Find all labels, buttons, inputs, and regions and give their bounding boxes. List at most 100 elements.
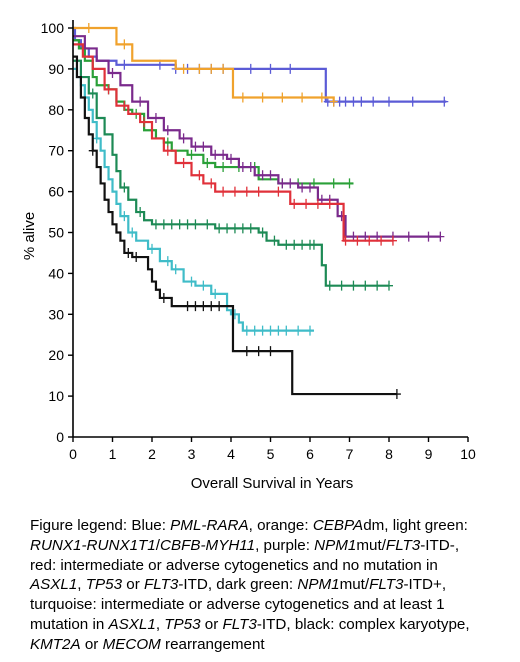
series-3-censor-16 bbox=[298, 182, 307, 193]
series-0-censor-18 bbox=[408, 96, 417, 107]
series-1-censor-9 bbox=[298, 92, 307, 103]
series-4-censor-14 bbox=[313, 198, 322, 209]
series-3-censor-11 bbox=[246, 162, 255, 173]
series-2-line bbox=[73, 39, 354, 185]
series-4-censor-13 bbox=[302, 198, 311, 209]
series-5-censor-27 bbox=[385, 280, 393, 291]
series-5-censor-6 bbox=[175, 219, 184, 230]
series-3-censor-15 bbox=[286, 178, 295, 189]
series-5-censor-9 bbox=[203, 219, 212, 230]
series-1 bbox=[73, 23, 338, 107]
series-7-censor-11 bbox=[266, 346, 275, 357]
series-6-censor-17 bbox=[306, 325, 314, 336]
series-3-censor-7 bbox=[211, 149, 220, 160]
series-0-censor-7 bbox=[246, 63, 255, 74]
series-4-censor-4 bbox=[179, 157, 188, 168]
x-tick-label-3: 3 bbox=[188, 446, 196, 462]
series-1-censor-10 bbox=[317, 92, 326, 103]
y-tick-label-10: 100 bbox=[41, 20, 65, 36]
series-5-censor-11 bbox=[223, 223, 232, 234]
series-3-censor-17 bbox=[306, 182, 314, 193]
y-axis-label: % alive bbox=[21, 212, 38, 260]
series-5-censor-1 bbox=[120, 182, 129, 193]
series-7-censor-6 bbox=[199, 301, 208, 312]
series-4-censor-18 bbox=[365, 235, 374, 246]
series-3-censor-14 bbox=[278, 178, 287, 189]
series-6-censor-16 bbox=[294, 325, 303, 336]
x-tick-label-4: 4 bbox=[227, 446, 235, 462]
series-6-censor-2 bbox=[128, 227, 137, 238]
series-1-censor-3 bbox=[195, 63, 204, 74]
series-4-censor-3 bbox=[163, 145, 172, 156]
legend-line-6: mutation in ASXL1, TP53 or FLT3-ITD, bla… bbox=[30, 615, 470, 633]
y-tick-label-8: 80 bbox=[48, 102, 64, 118]
series-7-censor-1 bbox=[124, 247, 133, 258]
y-tick-label-2: 20 bbox=[48, 347, 64, 363]
series-2-censor-11 bbox=[329, 178, 338, 189]
series-0-censor-13 bbox=[341, 96, 350, 107]
series-6-censor-13 bbox=[266, 325, 275, 336]
legend-line-4: ASXL1, TP53 or FLT3-ITD, dark green: NPM… bbox=[30, 576, 447, 594]
series-0-censor-19 bbox=[440, 96, 449, 107]
series-0-censor-9 bbox=[286, 63, 295, 74]
series-4-censor-17 bbox=[353, 235, 362, 246]
series-6-censor-8 bbox=[211, 288, 220, 299]
series-4-censor-15 bbox=[325, 198, 334, 209]
series-4-censor-10 bbox=[254, 186, 263, 197]
series-6-censor-4 bbox=[163, 256, 172, 267]
y-tick-label-5: 50 bbox=[48, 225, 64, 241]
series-3-censor-12 bbox=[258, 170, 267, 181]
series-7-censor-12 bbox=[392, 389, 401, 400]
y-tick-label-7: 70 bbox=[48, 143, 64, 159]
y-tick-label-6: 60 bbox=[48, 184, 64, 200]
series-3-censor-1 bbox=[136, 96, 145, 107]
series-4-censor-16 bbox=[341, 235, 350, 246]
legend-line-1: Figure legend: Blue: PML-RARA, orange: C… bbox=[30, 517, 468, 534]
series-5-censor-3 bbox=[151, 219, 160, 230]
series-7-censor-5 bbox=[191, 301, 200, 312]
series-4-censor-11 bbox=[274, 186, 283, 197]
series-3-censor-25 bbox=[404, 231, 413, 242]
series-5-censor-14 bbox=[246, 223, 255, 234]
series-3-censor-6 bbox=[199, 141, 208, 152]
series-4-censor-7 bbox=[219, 186, 228, 197]
series-4-censor-0 bbox=[104, 84, 113, 95]
series-3-censor-26 bbox=[424, 231, 433, 242]
y-tick-label-3: 30 bbox=[48, 306, 64, 322]
series-4-censor-2 bbox=[140, 117, 149, 128]
series-6-censor-3 bbox=[148, 243, 156, 254]
series-5-censor-13 bbox=[238, 223, 247, 234]
series-0-censor-17 bbox=[385, 96, 393, 107]
series-3-censor-8 bbox=[219, 149, 228, 160]
series-4-censor-20 bbox=[388, 235, 397, 246]
series-5-censor-5 bbox=[167, 219, 176, 230]
y-tick-label-9: 90 bbox=[48, 61, 64, 77]
series-1-censor-0 bbox=[84, 23, 93, 33]
series-6-censor-6 bbox=[187, 276, 196, 287]
series-0-censor-8 bbox=[266, 63, 275, 74]
series-5-censor-25 bbox=[361, 280, 370, 291]
series-4-censor-5 bbox=[195, 170, 204, 181]
series-4-censor-6 bbox=[207, 178, 216, 189]
series-1-censor-4 bbox=[207, 63, 216, 74]
series-0-censor-0 bbox=[120, 59, 129, 70]
series-5-censor-19 bbox=[298, 239, 307, 250]
series-6-censor-12 bbox=[258, 325, 267, 336]
series-5-censor-15 bbox=[258, 227, 267, 238]
series-7-censor-3 bbox=[159, 292, 168, 303]
series-5-censor-12 bbox=[230, 223, 239, 234]
series-2-censor-4 bbox=[203, 157, 212, 168]
series-1-censor-6 bbox=[238, 92, 247, 103]
series-5-censor-24 bbox=[349, 280, 358, 291]
series-2 bbox=[73, 39, 354, 189]
x-tick-label-1: 1 bbox=[109, 446, 117, 462]
series-0-censor-14 bbox=[349, 96, 358, 107]
series-5-censor-21 bbox=[309, 239, 318, 250]
series-4-censor-1 bbox=[120, 100, 129, 111]
x-tick-label-0: 0 bbox=[69, 446, 77, 462]
series-3-censor-4 bbox=[179, 133, 188, 144]
legend-line-2: RUNX1-RUNX1T1/CBFB-MYH11, purple: NPM1mu… bbox=[30, 536, 460, 554]
series-0-censor-15 bbox=[357, 96, 366, 107]
series-2-censor-5 bbox=[219, 162, 228, 173]
series-4-censor-9 bbox=[242, 186, 251, 197]
